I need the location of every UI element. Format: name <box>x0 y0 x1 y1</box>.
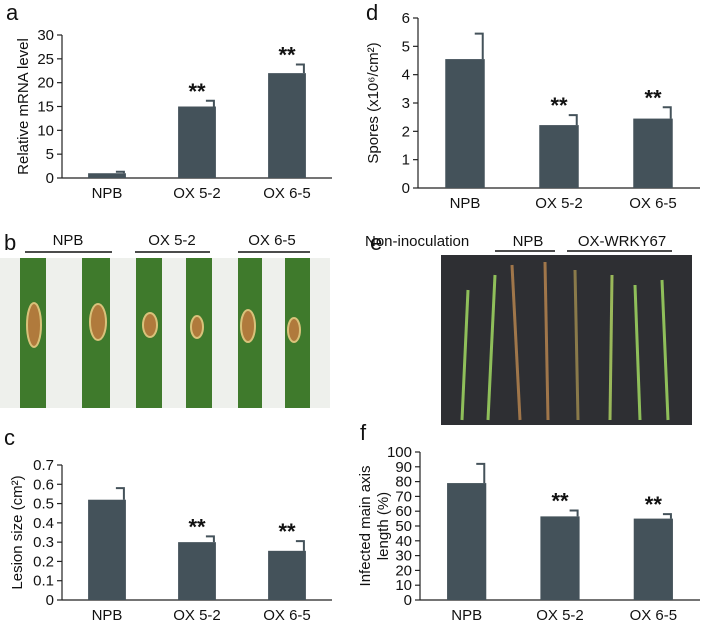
y-tick-label: 30 <box>37 27 54 44</box>
error-bar <box>474 32 484 60</box>
y-tick-label: 10 <box>37 122 54 139</box>
x-tick-label: NPB <box>92 607 123 622</box>
y-tick-label: 80 <box>395 474 412 491</box>
error-bar <box>205 535 215 543</box>
y-tick-label: 4 <box>402 67 410 84</box>
y-tick-label: 3 <box>402 95 410 112</box>
y-tick-label: 0.7 <box>33 457 54 474</box>
y-tick-label: 2 <box>402 123 410 140</box>
bar <box>540 516 580 600</box>
y-tick-label: 25 <box>37 51 54 68</box>
x-tick-label: NPB <box>92 185 123 202</box>
y-tick-label: 30 <box>395 548 412 565</box>
y-tick-label: 0 <box>402 180 410 197</box>
bar <box>633 518 673 600</box>
x-tick-label: NPB <box>450 195 481 212</box>
y-tick-label: 5 <box>402 38 410 55</box>
panel-label: f <box>360 420 367 445</box>
error-bar <box>662 513 672 519</box>
error-bar <box>568 114 578 126</box>
panel-label: e <box>370 230 382 255</box>
bar <box>268 550 306 600</box>
significance: ** <box>645 492 663 517</box>
x-tick-label: OX 6-5 <box>630 607 678 622</box>
bar <box>539 125 579 188</box>
photo-label: Non-inoculation <box>365 233 469 250</box>
y-tick-label: 0 <box>46 170 54 187</box>
photo-e: Non-inoculation NPB OX-WRKY67 <box>365 233 692 425</box>
bar <box>633 118 673 188</box>
bar <box>88 499 126 600</box>
error-bar <box>662 106 672 119</box>
bar <box>268 73 306 178</box>
x-tick-label: OX 6-5 <box>629 195 677 212</box>
significance: ** <box>188 79 206 104</box>
x-tick-label: OX 5-2 <box>173 607 221 622</box>
photo-label: OX-WRKY67 <box>578 233 666 250</box>
y-tick-label: 0 <box>46 592 54 609</box>
y-tick-label: 40 <box>395 533 412 550</box>
error-bar <box>115 170 125 174</box>
error-bar <box>476 462 486 484</box>
y-tick-label: 1 <box>402 152 410 169</box>
photo-label: OX 5-2 <box>148 232 196 249</box>
x-tick-label: NPB <box>451 607 482 622</box>
x-tick-label: OX 5-2 <box>173 185 221 202</box>
photo-label: OX 6-5 <box>248 232 296 249</box>
y-tick-label: 15 <box>37 99 54 116</box>
bar <box>88 173 126 178</box>
significance: ** <box>278 519 296 544</box>
error-bar <box>569 509 579 517</box>
error-bar <box>295 63 305 74</box>
photo-b: NPB OX 5-2 OX 6-5 <box>0 232 330 408</box>
y-tick-label: 0.2 <box>33 553 54 570</box>
y-axis-label: Spores (x10⁶/cm²) <box>365 42 382 163</box>
panel-label: d <box>366 0 378 25</box>
significance: ** <box>278 43 296 68</box>
y-tick-label: 0.1 <box>33 573 54 590</box>
y-tick-label: 70 <box>395 488 412 505</box>
y-tick-label: 0.4 <box>33 515 54 532</box>
y-tick-label: 100 <box>387 444 412 461</box>
y-tick-label: 0.5 <box>33 496 54 513</box>
bar <box>178 542 216 600</box>
panel-label: a <box>6 0 19 25</box>
panel-label: b <box>4 230 16 255</box>
y-tick-label: 60 <box>395 503 412 520</box>
significance: ** <box>644 85 662 110</box>
y-tick-label: 20 <box>395 562 412 579</box>
y-tick-label: 10 <box>395 577 412 594</box>
photo-label: NPB <box>53 232 84 249</box>
significance: ** <box>188 514 206 539</box>
bar <box>445 59 485 189</box>
x-tick-label: OX 6-5 <box>263 185 311 202</box>
y-axis-label: Lesion size (cm²) <box>9 475 26 589</box>
y-axis-label: Infected main axis <box>357 466 374 587</box>
y-axis-label: Relative mRNA level <box>15 38 32 175</box>
significance: ** <box>550 93 568 118</box>
y-tick-label: 90 <box>395 459 412 476</box>
y-tick-label: 20 <box>37 75 54 92</box>
y-tick-label: 5 <box>46 146 54 163</box>
photo-label: NPB <box>513 233 544 250</box>
bar <box>178 106 216 178</box>
y-tick-label: 6 <box>402 10 410 27</box>
bar <box>447 483 487 600</box>
panel-label: c <box>4 425 15 450</box>
y-tick-label: 0 <box>404 592 412 609</box>
x-tick-label: OX 5-2 <box>536 607 584 622</box>
y-tick-label: 0.6 <box>33 476 54 493</box>
significance: ** <box>551 488 569 513</box>
y-axis-label: length (%) <box>375 492 392 560</box>
y-tick-label: 50 <box>395 518 412 535</box>
error-bar <box>205 99 215 107</box>
y-tick-label: 0.3 <box>33 534 54 551</box>
x-tick-label: OX 6-5 <box>263 607 311 622</box>
x-tick-label: OX 5-2 <box>535 195 583 212</box>
error-bar <box>115 487 125 500</box>
error-bar <box>295 540 305 551</box>
